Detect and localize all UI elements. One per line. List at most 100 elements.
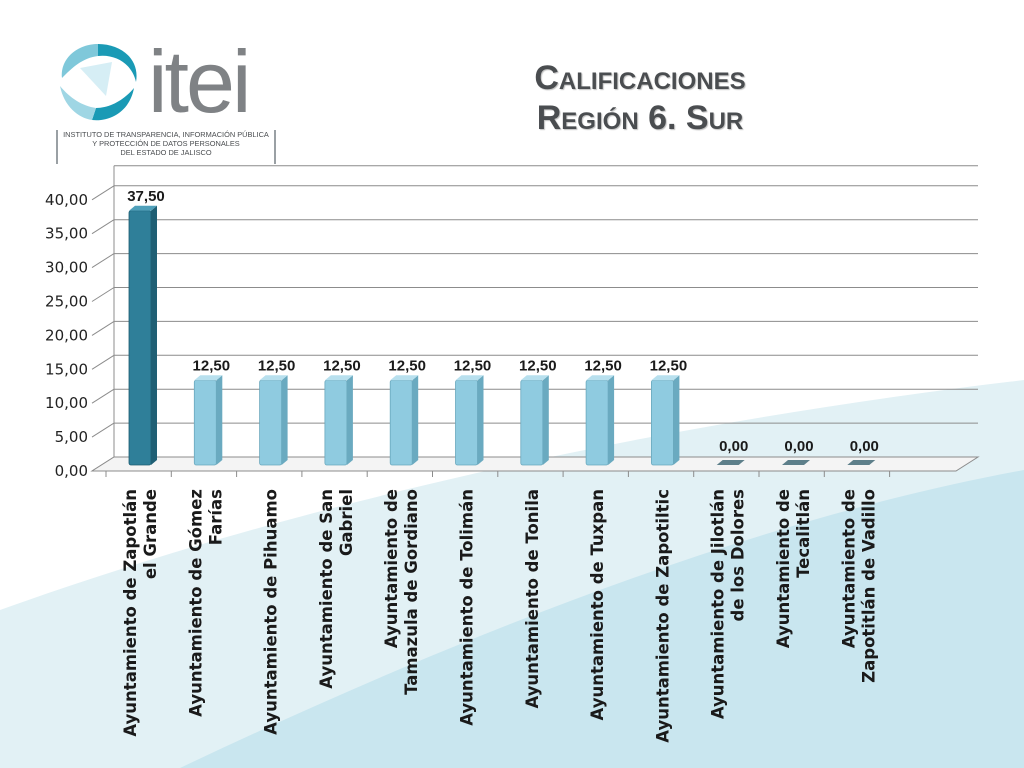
logo-subtitle-line: DEL ESTADO DE JALISCO: [120, 148, 212, 157]
y-tick-label: 10,00: [45, 394, 88, 412]
bar-side: [281, 375, 288, 465]
x-axis-label-line: Tamazula de Gordiano: [402, 489, 421, 695]
x-axis-label-line: Ayuntamiento de San: [317, 489, 336, 689]
gridline-depth: [91, 320, 115, 336]
gridline-depth: [91, 185, 115, 201]
bar-top: [586, 375, 615, 381]
x-axis-label-line: Farías: [206, 489, 225, 545]
x-axis-label: Ayuntamiento de San Gabriel: [317, 489, 356, 689]
x-axis-label-line: Ayuntamiento de Tuxpan: [588, 489, 607, 720]
x-axis-label-line: Zapotitlán de Vadillo: [859, 489, 878, 683]
data-label: 12,50: [454, 357, 492, 374]
bar: [389, 379, 413, 466]
gridline-depth: [91, 388, 115, 404]
bar: [455, 379, 478, 466]
bar-side: [151, 205, 157, 465]
x-axis-label: Ayuntamiento de Zapotlán el Grande: [121, 489, 160, 737]
x-axis-label-line: de los Dolores: [729, 489, 748, 622]
bar: [193, 379, 217, 466]
x-axis-label: Ayuntamiento de Gómez Farías: [186, 489, 225, 717]
x-axis-label: Ayuntamiento de Tamazula de Gordiano: [382, 489, 421, 695]
x-axis-label: Ayuntamiento de Tecalitlán: [774, 489, 813, 648]
x-axis-label: Ayuntamiento de Tonila: [523, 489, 542, 709]
x-axis-label: Ayuntamiento de Tuxpan: [588, 489, 607, 720]
title-line-2: Región 6. Sur: [536, 99, 744, 137]
x-axis-label-line: Ayuntamiento de Zapotlán: [121, 489, 140, 737]
logo-subtitle: INSTITUTO DE TRANSPARENCIA, INFORMACIÓN …: [56, 130, 276, 164]
bar-side: [673, 375, 680, 465]
x-axis-label-line: Ayuntamiento de Gómez: [186, 489, 205, 717]
x-axis-label-line: Ayuntamiento de: [382, 489, 401, 648]
x-axis-label-line: Ayuntamiento de Pihuamo: [262, 489, 281, 735]
bar: [259, 379, 283, 466]
logo-subtitle-line: INSTITUTO DE TRANSPARENCIA, INFORMACIÓN …: [63, 130, 269, 139]
bar-side: [216, 375, 223, 465]
data-label: 12,50: [650, 357, 688, 374]
page-title: Calificaciones Región 6. Sur: [440, 58, 840, 138]
bar-top: [259, 375, 288, 381]
bar-side: [542, 375, 549, 465]
bar-top: [455, 375, 484, 381]
bar-top: [651, 375, 680, 381]
bar: [585, 379, 609, 466]
x-axis-label-line: Ayuntamiento de Tolimán: [458, 489, 477, 726]
bar: [651, 379, 674, 466]
x-axis-label-line: Tecalitlán: [794, 489, 813, 578]
data-label: 0,00: [784, 438, 813, 455]
bar-side: [412, 375, 419, 465]
bar-top: [520, 375, 549, 381]
x-axis-label: Ayuntamiento de Pihuamo: [262, 489, 281, 735]
bar: [128, 210, 152, 466]
bar-side: [346, 375, 353, 465]
x-axis-label-line: Gabriel: [337, 489, 356, 556]
bar-top: [324, 375, 353, 381]
x-axis-label-line: Ayuntamiento de Zapotiltic: [653, 489, 672, 743]
data-label: 12,50: [258, 357, 296, 374]
bar-top: [390, 375, 419, 381]
bar: [716, 460, 745, 465]
y-tick-label: 20,00: [45, 326, 88, 344]
data-label: 0,00: [719, 438, 748, 455]
bar-side: [608, 375, 615, 465]
bar-side: [477, 375, 484, 465]
bar: [782, 460, 810, 465]
logo-subtitle-line: Y PROTECCIÓN DE DATOS PERSONALES: [92, 139, 240, 148]
data-label: 12,50: [584, 357, 622, 374]
x-axis-label: Ayuntamiento de Zapotitlán de Vadillo: [839, 489, 878, 683]
title-line-1: Calificaciones: [534, 59, 746, 97]
x-axis-label-line: Ayuntamiento de: [839, 489, 858, 648]
bar-top: [129, 205, 157, 211]
y-tick-label: 25,00: [45, 293, 88, 311]
gridline-depth: [91, 253, 115, 269]
itei-logo: itei INSTITUTO DE TRANSPARENCIA, INFORMA…: [52, 36, 282, 166]
x-axis-label: Ayuntamiento de Zapotiltic: [653, 489, 672, 743]
bar: [520, 379, 544, 466]
y-tick-label: 15,00: [45, 360, 88, 378]
y-tick-label: 40,00: [45, 191, 88, 209]
y-tick-label: 30,00: [45, 259, 88, 277]
data-label: 12,50: [388, 357, 426, 374]
y-tick-label: 0,00: [55, 462, 88, 480]
x-axis-label-line: Ayuntamiento de Jilotlán: [709, 489, 728, 719]
x-axis-label-line: Ayuntamiento de Tonila: [523, 489, 542, 709]
x-axis-label-line: Ayuntamiento de: [774, 489, 793, 648]
bar-top: [194, 375, 223, 381]
gridline-depth: [91, 422, 115, 438]
logo-wordmark: itei: [148, 32, 251, 131]
logo-swirl-icon: [60, 44, 137, 121]
bar: [847, 460, 876, 465]
data-label: 37,50: [127, 188, 165, 205]
data-label: 0,00: [850, 438, 879, 455]
x-axis-label: Ayuntamiento de Tolimán: [458, 489, 477, 726]
x-axis-label: Ayuntamiento de Jilotlán de los Dolores: [709, 489, 748, 719]
y-tick-label: 5,00: [55, 428, 88, 446]
gridline-depth: [91, 287, 115, 302]
y-tick-label: 35,00: [45, 225, 88, 243]
data-label: 12,50: [519, 357, 557, 374]
gridline-depth: [91, 219, 115, 235]
x-axis-label-line: el Grande: [141, 489, 160, 579]
gridline-depth: [91, 354, 115, 370]
bar: [324, 379, 348, 466]
data-label: 12,50: [193, 357, 231, 374]
